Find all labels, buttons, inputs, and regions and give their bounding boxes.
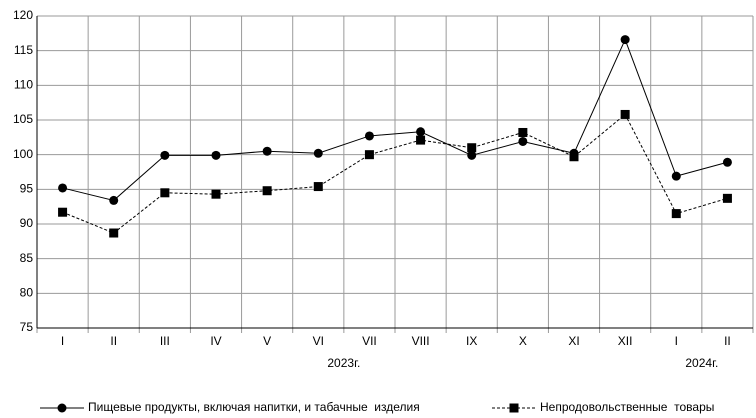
x-tick-label: I [61, 334, 64, 348]
x-tick-label: IX [466, 334, 477, 348]
y-tick-label: 115 [14, 43, 33, 57]
x-tick-label: VI [313, 334, 324, 348]
y-tick-label: 105 [13, 112, 33, 126]
y-tick-label: 120 [13, 8, 33, 22]
point [671, 171, 681, 181]
y-tick-label: 75 [20, 320, 34, 334]
point [467, 143, 477, 153]
x-tick-label: III [160, 334, 170, 348]
point [416, 135, 426, 145]
point [313, 148, 323, 158]
point [58, 207, 68, 217]
y-tick-label: 90 [20, 216, 34, 230]
series-line [62, 38, 728, 201]
x-tick-label: II [724, 334, 731, 348]
x-tick-label: X [519, 334, 527, 348]
legend-label: Пищевые продукты, включая напитки, и таб… [88, 400, 420, 414]
x-tick-label: V [263, 334, 271, 348]
point [416, 127, 426, 137]
point [467, 150, 477, 160]
point [518, 127, 528, 137]
point [109, 195, 119, 205]
point [313, 182, 323, 192]
x-tick-label: I [675, 334, 678, 348]
point [671, 209, 681, 219]
y-tick-label: 100 [13, 147, 33, 161]
point [58, 183, 68, 193]
y-tick-label: 80 [20, 286, 34, 300]
point [620, 35, 630, 45]
x-tick-label: XII [618, 334, 633, 348]
point [262, 146, 272, 156]
point [722, 157, 732, 167]
x-tick-label: VIII [412, 334, 430, 348]
point [211, 150, 221, 160]
x-tick-label: XI [568, 334, 579, 348]
point [722, 193, 732, 203]
point [160, 150, 170, 160]
x-tick-label: IV [210, 334, 221, 348]
point [211, 189, 221, 199]
point [364, 150, 374, 160]
point [569, 152, 579, 162]
series-line [62, 113, 728, 234]
point [364, 131, 374, 141]
legend-label: Непродовольственные товары [540, 400, 714, 414]
point [160, 188, 170, 198]
point [262, 186, 272, 196]
year-label: 2023г. [327, 356, 360, 370]
point [620, 109, 630, 119]
legend-marker [57, 403, 67, 413]
x-tick-label: VII [362, 334, 377, 348]
y-tick-label: 110 [14, 78, 33, 92]
y-tick-label: 85 [20, 251, 34, 265]
legend-marker [509, 403, 519, 413]
y-tick-label: 95 [20, 182, 34, 196]
point [518, 136, 528, 146]
year-label: 2024г. [685, 356, 718, 370]
point [109, 228, 119, 238]
x-tick-label: II [110, 334, 117, 348]
